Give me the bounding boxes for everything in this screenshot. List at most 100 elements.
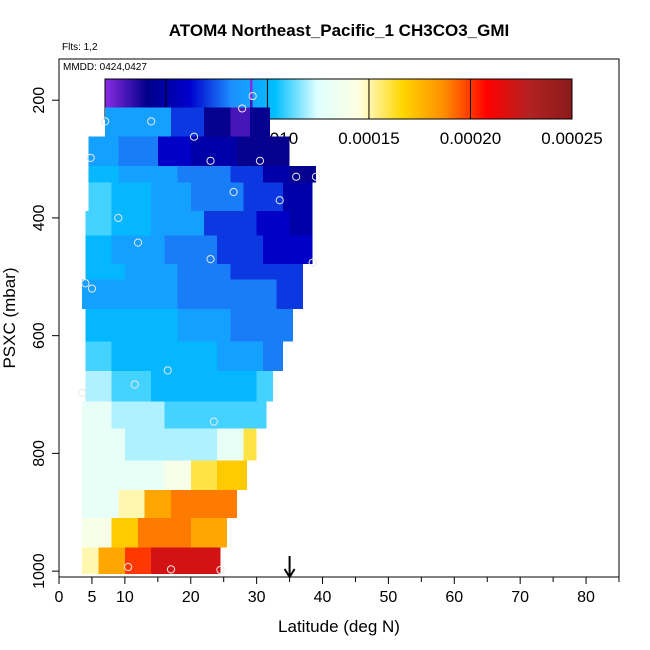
sample-marker	[166, 565, 176, 574]
heatmap-cell	[164, 341, 218, 371]
heatmap-cell	[177, 547, 221, 575]
heatmap-cell	[85, 341, 112, 371]
x-tick-label: 80	[577, 589, 595, 606]
sample-marker	[130, 380, 139, 389]
heatmap-cell	[283, 182, 313, 211]
heatmap-cell	[164, 460, 191, 490]
x-tick-label: 30	[248, 589, 266, 606]
x-tick-label: 40	[314, 589, 332, 606]
heatmap-cell	[85, 210, 112, 236]
heatmap-cell	[197, 489, 237, 519]
heatmap-layer	[82, 79, 316, 575]
heatmap-cell	[82, 489, 119, 519]
heatmap-cell	[243, 428, 257, 461]
heatmap-cell	[250, 79, 253, 101]
sample-marker	[147, 117, 156, 126]
heatmap-cell	[256, 210, 290, 236]
colorbar-tick-label: 0.00015	[338, 129, 399, 148]
heatmap-cell	[177, 309, 231, 342]
heatmap-cell	[88, 166, 119, 183]
x-tick-label: 5	[87, 589, 96, 606]
sample-marker	[114, 213, 123, 223]
heatmap-cell	[164, 235, 218, 264]
sample-marker	[77, 388, 87, 397]
heatmap-cell	[250, 100, 253, 108]
heatmap-cell	[203, 107, 231, 137]
heatmap-cell	[85, 235, 112, 264]
heatmap-cell	[263, 235, 313, 264]
heatmap-cell	[190, 182, 244, 211]
heatmap-cell	[82, 428, 125, 461]
heatmap-cell	[151, 182, 191, 211]
heatmap-cell	[230, 263, 277, 280]
sample-marker	[238, 104, 247, 113]
chart-title: ATOM4 Northeast_Pacific_1 CH3CO3_GMI	[169, 21, 509, 40]
heatmap-cell	[276, 263, 303, 280]
heatmap-cell	[289, 166, 316, 183]
y-tick-label: 1000	[31, 553, 48, 589]
heatmap-cell	[177, 279, 231, 310]
dates-label: MMDD: 0424,0427	[63, 62, 147, 73]
heatmap-cell	[203, 210, 257, 236]
heatmap-cell	[151, 370, 204, 402]
heatmap-cell	[144, 489, 171, 519]
x-tick-label: 70	[511, 589, 529, 606]
x-tick-label: 0	[55, 589, 64, 606]
heatmap-cell	[124, 309, 178, 342]
heatmap-cell	[289, 210, 313, 236]
heatmap-cell	[243, 182, 283, 211]
heatmap-cell	[263, 166, 290, 183]
heatmap-cell	[82, 518, 112, 548]
y-tick-label: 400	[31, 204, 48, 231]
heatmap-cell	[230, 107, 251, 137]
heatmap-cell	[82, 547, 99, 575]
heatmap-cell	[118, 136, 158, 167]
sample-marker	[101, 117, 110, 126]
colorbar-tick-label: 0.00025	[541, 129, 602, 148]
heatmap-cell	[276, 279, 303, 310]
heatmap-cell	[124, 263, 178, 280]
heatmap-cell	[105, 107, 139, 137]
y-axis-title: PSXC (mbar)	[0, 267, 19, 368]
heatmap-cell	[111, 401, 165, 429]
heatmap-cell	[111, 341, 165, 371]
heatmap-cell	[190, 460, 218, 490]
sample-marker	[216, 565, 225, 575]
y-axis: 200 400 600 800 1000	[31, 87, 59, 589]
heatmap-cell	[98, 547, 125, 575]
heatmap-cell	[85, 370, 112, 402]
y-tick-label: 200	[31, 87, 48, 114]
sample-marker	[133, 238, 143, 247]
heatmap-cell	[151, 547, 178, 575]
heatmap-cell	[217, 235, 264, 264]
heatmap-cell	[85, 309, 125, 342]
heatmap-cell	[171, 107, 204, 137]
heatmap-cell	[111, 235, 165, 264]
x-tick-label: 20	[182, 589, 200, 606]
heatmap-cell	[118, 166, 178, 183]
heatmap-cell	[124, 460, 165, 490]
sample-marker	[275, 196, 284, 205]
heatmap-cell	[124, 547, 152, 575]
x-tick-label: 50	[380, 589, 398, 606]
heatmap-cell	[82, 460, 125, 490]
sample-marker	[248, 91, 257, 101]
heatmap-cell	[177, 263, 231, 280]
sample-marker	[308, 258, 317, 267]
sample-marker	[311, 172, 321, 181]
heatmap-cell	[151, 210, 204, 236]
heatmap-cell	[164, 401, 218, 429]
latitude-marker-arrow	[283, 556, 296, 579]
heatmap-cell	[177, 166, 231, 183]
colorbar-tick-label: 0.00020	[440, 129, 501, 148]
heatmap-cell	[217, 341, 264, 371]
sample-marker	[229, 187, 238, 197]
sample-marker	[81, 279, 90, 288]
sample-marker	[206, 156, 215, 165]
y-tick-label: 800	[31, 440, 48, 467]
heatmap-cell	[111, 518, 139, 548]
heatmap-cell	[217, 401, 267, 429]
heatmap-cell	[256, 370, 274, 402]
heatmap-cell	[230, 279, 277, 310]
sample-marker	[206, 255, 215, 264]
